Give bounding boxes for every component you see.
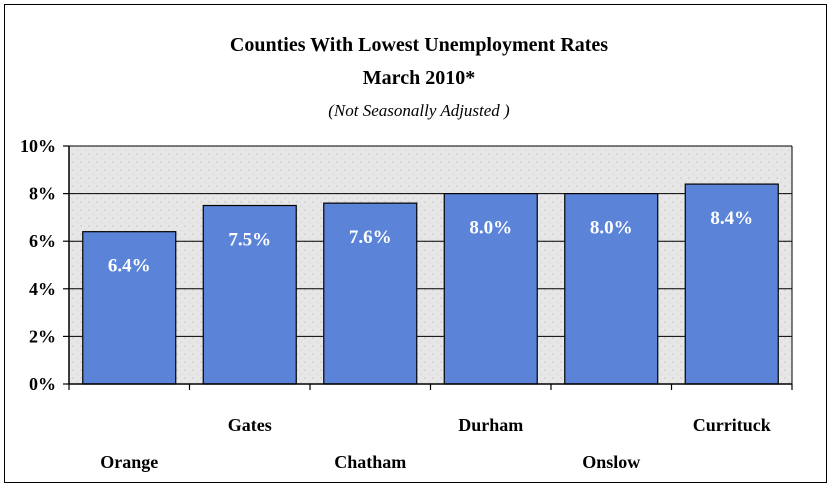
- y-tick-label: 2%: [29, 326, 56, 346]
- category-label-currituck: Currituck: [693, 415, 771, 435]
- bar-gates: [202, 204, 297, 385]
- data-labels: 6.4% 7.5% 7.6% 8.0% 8.0% 8.4%: [108, 208, 753, 277]
- data-label-orange: 6.4%: [108, 256, 151, 277]
- y-tick-label: 4%: [29, 279, 56, 299]
- y-tick-label: 0%: [29, 374, 56, 394]
- y-tick-label: 10%: [20, 136, 56, 156]
- data-label-onslow: 8.0%: [590, 218, 633, 239]
- data-label-durham: 8.0%: [469, 218, 512, 239]
- category-label-durham: Durham: [458, 415, 523, 435]
- category-label-onslow: Onslow: [582, 452, 640, 472]
- bar-chatham: [323, 202, 418, 385]
- bar-currituck: [684, 183, 779, 385]
- chart-title: Counties With Lowest Unemployment Rates: [230, 34, 608, 56]
- chart-subtitle: March 2010*: [363, 67, 475, 89]
- category-label-orange: Orange: [100, 452, 158, 472]
- bar-onslow: [564, 193, 659, 385]
- data-label-gates: 7.5%: [228, 230, 271, 251]
- plot-area: [69, 146, 792, 384]
- category-label-chatham: Chatham: [334, 452, 406, 472]
- bars: [82, 183, 779, 385]
- data-label-currituck: 8.4%: [710, 208, 753, 229]
- y-tick-labels: 0% 2% 4% 6% 8% 10%: [20, 136, 56, 394]
- axes: [63, 145, 793, 390]
- bar-durham: [443, 193, 538, 385]
- bar-orange: [82, 231, 177, 385]
- y-tick-label: 8%: [29, 184, 56, 204]
- y-tick-label: 6%: [29, 231, 56, 251]
- gridlines: [69, 145, 792, 337]
- chart-note: (Not Seasonally Adjusted ): [328, 101, 510, 120]
- category-label-gates: Gates: [228, 415, 272, 435]
- category-labels: Orange Gates Chatham Durham Onslow Currituck: [100, 415, 771, 472]
- data-label-chatham: 7.6%: [349, 227, 392, 248]
